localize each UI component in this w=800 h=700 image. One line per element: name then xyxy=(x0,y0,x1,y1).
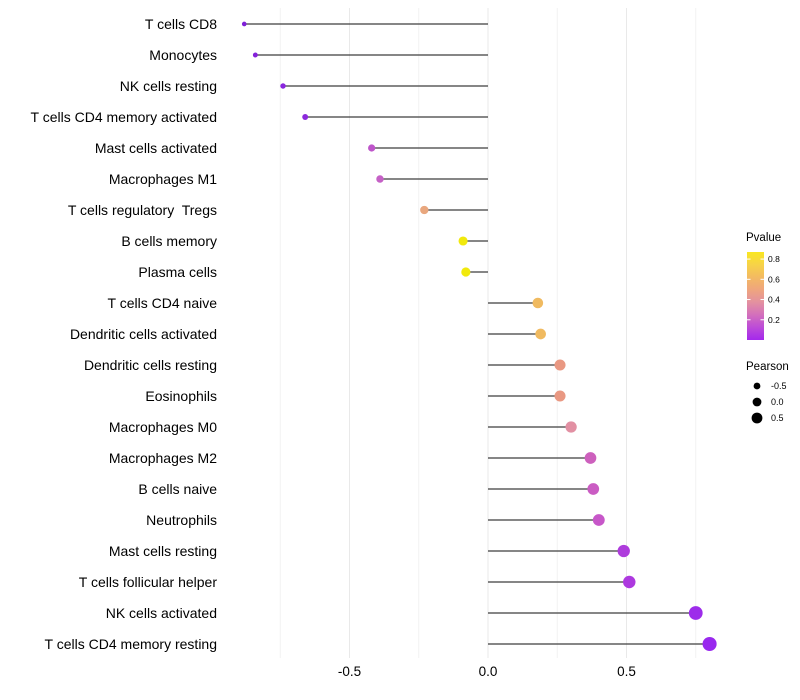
data-point xyxy=(252,52,258,58)
data-point xyxy=(532,297,544,309)
legend-pearson: Pearson -0.5 0.0 0.5 xyxy=(746,361,789,424)
x-tick-label: -0.5 xyxy=(338,664,361,679)
lollipop-row: B cells memory xyxy=(121,233,488,249)
data-point xyxy=(554,359,566,371)
lollipop-rows: T cells CD8 Monocytes NK cells resting T ce… xyxy=(31,16,717,652)
pearson-size-label: -0.5 xyxy=(771,381,787,391)
lollipop-row: Macrophages M2 xyxy=(109,450,597,466)
data-point xyxy=(376,175,384,183)
pvalue-tick-label: 0.2 xyxy=(768,315,780,325)
data-point xyxy=(688,606,703,620)
category-label: T cells follicular helper xyxy=(79,574,218,590)
data-point xyxy=(623,575,636,589)
data-point xyxy=(280,83,286,89)
pearson-size-dot xyxy=(752,397,762,407)
pearson-size-dot xyxy=(751,412,763,424)
category-label: B cells memory xyxy=(121,233,217,249)
category-label: Macrophages M2 xyxy=(109,450,217,466)
lollipop-row: NK cells resting xyxy=(120,78,488,94)
category-label: T cells CD8 xyxy=(145,16,217,32)
pvalue-tick-label: 0.4 xyxy=(768,295,780,305)
lollipop-row: Neutrophils xyxy=(146,512,605,528)
x-tick-label: 0.0 xyxy=(479,664,498,679)
pearson-size-dot xyxy=(753,382,761,390)
category-label: T cells CD4 memory resting xyxy=(45,636,217,652)
data-point xyxy=(368,144,376,152)
category-label: Eosinophils xyxy=(145,388,217,404)
data-point xyxy=(461,267,471,277)
gridlines xyxy=(279,8,697,658)
data-point xyxy=(241,21,247,27)
category-label: T cells regulatory Tregs xyxy=(68,202,217,218)
lollipop-row: T cells follicular helper xyxy=(79,574,636,590)
category-label: Neutrophils xyxy=(146,512,217,528)
lollipop-row: Plasma cells xyxy=(138,264,488,280)
category-label: T cells CD4 naive xyxy=(108,295,218,311)
lollipop-row: NK cells activated xyxy=(106,605,703,621)
category-label: Macrophages M1 xyxy=(109,171,217,187)
category-label: Dendritic cells resting xyxy=(84,357,217,373)
lollipop-row: T cells CD8 xyxy=(145,16,488,32)
category-label: Plasma cells xyxy=(138,264,217,280)
pearson-size-label: 0.0 xyxy=(771,397,784,407)
category-label: Macrophages M0 xyxy=(109,419,217,435)
lollipop-row: T cells CD4 memory resting xyxy=(45,636,717,652)
lollipop-row: Mast cells resting xyxy=(109,543,630,559)
category-label: T cells CD4 memory activated xyxy=(31,109,217,125)
data-point xyxy=(554,390,566,402)
data-point xyxy=(458,236,468,246)
lollipop-row: B cells naive xyxy=(138,481,600,497)
x-axis: -0.5 0.0 0.5 xyxy=(338,664,636,679)
category-label: Mast cells resting xyxy=(109,543,217,559)
data-point xyxy=(584,452,597,464)
lollipop-row: Eosinophils xyxy=(145,388,566,404)
lollipop-row: Monocytes xyxy=(149,47,488,63)
lollipop-row: Mast cells activated xyxy=(95,140,488,156)
category-label: B cells naive xyxy=(138,481,217,497)
data-point xyxy=(592,514,605,526)
category-label: NK cells resting xyxy=(120,78,217,94)
data-point xyxy=(587,483,600,495)
data-point xyxy=(565,421,577,433)
pearson-size-label: 0.5 xyxy=(771,413,784,423)
lollipop-row: T cells regulatory Tregs xyxy=(68,202,488,218)
pvalue-legend-title: Pvalue xyxy=(746,232,781,244)
pvalue-tick-label: 0.6 xyxy=(768,274,780,284)
pearson-legend-title: Pearson xyxy=(746,361,789,373)
category-label: Dendritic cells activated xyxy=(70,326,217,342)
data-point xyxy=(420,205,429,215)
lollipop-row: T cells CD4 memory activated xyxy=(31,109,488,125)
data-point xyxy=(702,636,717,652)
legend-pvalue: Pvalue 0.8 0.6 0.4 0.2 xyxy=(746,232,781,340)
pvalue-tick-label: 0.8 xyxy=(768,254,780,264)
category-label: Mast cells activated xyxy=(95,140,217,156)
category-label: Monocytes xyxy=(149,47,217,63)
lollipop-row: Dendritic cells activated xyxy=(70,326,546,342)
x-tick-label: 0.5 xyxy=(617,664,636,679)
data-point xyxy=(617,544,630,558)
data-point xyxy=(535,328,546,340)
lollipop-row: Dendritic cells resting xyxy=(84,357,566,373)
pvalue-colorbar xyxy=(747,252,764,340)
category-label: NK cells activated xyxy=(106,605,217,621)
lollipop-row: Macrophages M1 xyxy=(109,171,488,187)
lollipop-row: T cells CD4 naive xyxy=(108,295,544,311)
data-point xyxy=(302,114,309,120)
lollipop-row: Macrophages M0 xyxy=(109,419,577,435)
